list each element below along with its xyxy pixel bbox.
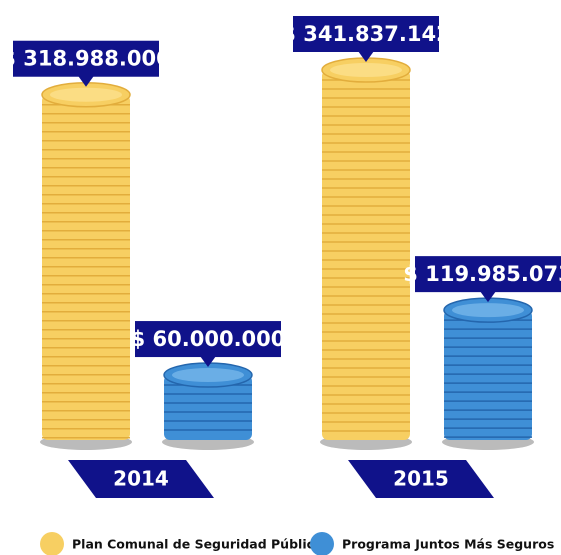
- value-label-pointer: [78, 75, 94, 87]
- value-label: $ 318.988.000: [1, 47, 170, 71]
- value-label: $ 60.000.000: [131, 327, 286, 351]
- legend-swatch: [40, 532, 64, 555]
- value-label-box: [415, 256, 561, 293]
- legend-label: Programa Juntos Más Seguros: [342, 537, 554, 552]
- value-label-box: [13, 40, 159, 77]
- value-label-box: [293, 16, 439, 52]
- x-tick-label: 2014: [113, 467, 169, 491]
- coin-stack: [164, 375, 252, 440]
- value-label: $ 341.837.142: [281, 22, 450, 46]
- x-tick-label: 2015: [393, 467, 449, 491]
- value-label-pointer: [480, 291, 496, 303]
- value-label-pointer: [200, 356, 216, 368]
- value-label-box: [135, 321, 281, 358]
- coin-face: [330, 63, 402, 77]
- year-banner: [68, 460, 214, 498]
- value-label-pointer: [358, 51, 374, 62]
- coin-stack: [322, 70, 410, 440]
- value-label: $ 119.985.073: [403, 262, 561, 286]
- coin-face: [50, 87, 122, 102]
- legend-swatch: [310, 532, 334, 555]
- coin-face: [452, 303, 524, 318]
- coin-face: [172, 368, 244, 383]
- coin-stack: [444, 310, 532, 440]
- year-banner: [348, 460, 494, 498]
- legend-label: Plan Comunal de Seguridad Pública: [72, 537, 322, 552]
